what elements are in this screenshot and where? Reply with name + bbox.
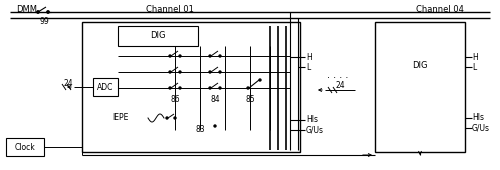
Text: Clock: Clock — [14, 142, 36, 151]
Text: ADC: ADC — [98, 82, 114, 91]
Text: HIs: HIs — [306, 115, 318, 124]
Text: H: H — [472, 53, 478, 62]
Circle shape — [209, 87, 211, 89]
Text: L: L — [306, 63, 310, 72]
Circle shape — [179, 71, 181, 73]
Text: 85: 85 — [245, 96, 255, 105]
Text: 24: 24 — [335, 81, 345, 89]
Circle shape — [214, 125, 216, 127]
Circle shape — [259, 79, 261, 81]
Circle shape — [219, 55, 221, 57]
Text: HIs: HIs — [472, 114, 484, 123]
Circle shape — [247, 87, 249, 89]
Circle shape — [219, 87, 221, 89]
Circle shape — [166, 117, 168, 119]
Text: 83: 83 — [195, 125, 205, 134]
Circle shape — [37, 11, 39, 13]
Bar — [375, 22, 465, 152]
Circle shape — [179, 87, 181, 89]
Circle shape — [169, 71, 171, 73]
Text: 86: 86 — [170, 96, 180, 105]
Bar — [6, 138, 44, 156]
Circle shape — [209, 55, 211, 57]
Text: 99: 99 — [39, 18, 49, 27]
Text: H: H — [306, 53, 312, 62]
Text: L: L — [472, 63, 476, 72]
Text: DMM: DMM — [16, 4, 37, 13]
Bar — [82, 22, 300, 152]
Text: IEPE: IEPE — [112, 114, 128, 123]
Circle shape — [169, 87, 171, 89]
Text: . . . .: . . . . — [328, 70, 348, 80]
Bar — [118, 26, 198, 46]
Text: Channel 01: Channel 01 — [146, 4, 194, 13]
Text: G/Us: G/Us — [306, 125, 324, 134]
Circle shape — [47, 11, 49, 13]
Text: DIG: DIG — [150, 31, 166, 40]
Text: 24: 24 — [63, 79, 73, 88]
Text: G/Us: G/Us — [472, 123, 490, 132]
Text: Channel 04: Channel 04 — [416, 4, 464, 13]
Text: 84: 84 — [210, 96, 220, 105]
Circle shape — [179, 55, 181, 57]
Circle shape — [219, 71, 221, 73]
Circle shape — [169, 55, 171, 57]
Bar — [93, 78, 118, 96]
Circle shape — [174, 117, 176, 119]
Text: DIG: DIG — [412, 61, 428, 70]
Circle shape — [209, 71, 211, 73]
